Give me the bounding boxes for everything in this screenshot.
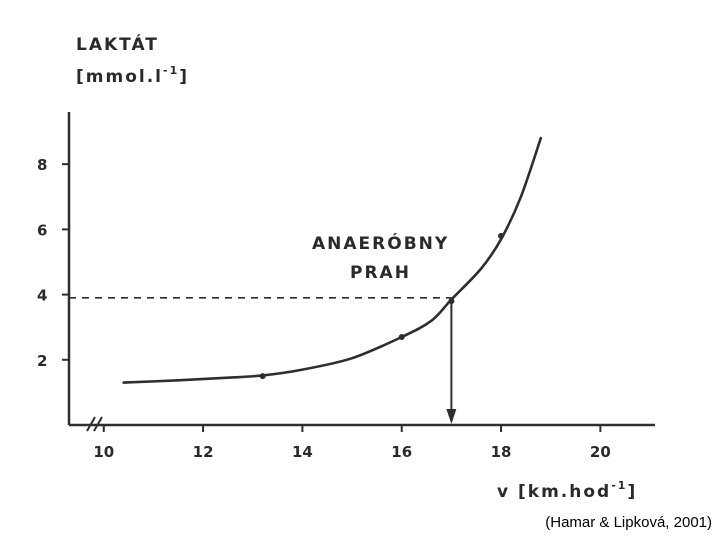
lactate-curve [122, 136, 543, 384]
x-tick-label-1: 12 [193, 443, 214, 461]
threshold-arrowhead [446, 409, 457, 424]
axis-break-stroke-0 [86, 416, 96, 432]
axis-break-stroke-1 [93, 416, 103, 432]
data-points [259, 232, 505, 380]
y-tick-label-2: 6 [37, 221, 47, 239]
x-tick-label-0: 10 [93, 443, 114, 461]
y-axis-title-line1: LAKTÁT [76, 33, 159, 55]
x-tick-label-3: 16 [391, 443, 412, 461]
axis-break-mark [86, 416, 103, 432]
x-ticks: 10 12 14 16 18 20 [93, 425, 611, 461]
y-tick-label-1: 4 [37, 287, 47, 305]
data-point-0 [259, 373, 266, 380]
y-tick-label-3: 8 [37, 156, 47, 174]
y-tick-label-0: 2 [37, 352, 47, 370]
annotation-line2: PRAH [350, 263, 411, 283]
y-ticks: 2 4 6 8 [37, 156, 69, 370]
x-tick-label-4: 18 [491, 443, 512, 461]
x-axis-title: v [km.hod-1] [497, 479, 637, 502]
annotation-line1: ANAERÓBNY [312, 232, 449, 254]
y-axis-title-line2: [mmol.l-1] [76, 64, 189, 87]
data-point-2 [448, 298, 455, 305]
x-tick-label-2: 14 [292, 443, 313, 461]
data-point-3 [498, 232, 505, 239]
x-tick-label-5: 20 [590, 443, 611, 461]
citation: (Hamar & Lipková, 2001) [545, 514, 712, 531]
data-point-1 [398, 333, 405, 340]
